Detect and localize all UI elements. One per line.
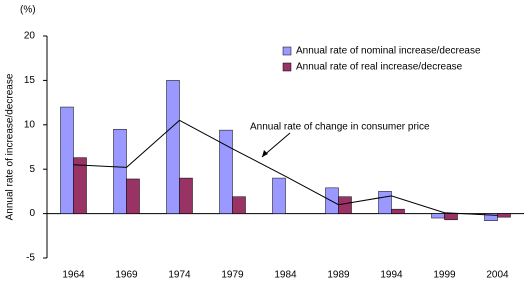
bar — [497, 213, 511, 218]
y-tick-label: 5 — [29, 164, 35, 175]
bar — [272, 177, 286, 214]
arrow-head — [262, 150, 268, 157]
x-tick-label: 1969 — [115, 270, 138, 281]
bar — [378, 191, 392, 214]
y-tick-label: 0 — [29, 208, 35, 219]
bar — [113, 128, 127, 214]
legend-label: Annual rate of nominal increase/decrease — [296, 46, 481, 57]
x-tick-label: 1994 — [380, 270, 403, 281]
legend-label: Annual rate of real increase/decrease — [296, 62, 463, 73]
bar — [179, 177, 193, 214]
x-tick-label: 1989 — [327, 270, 350, 281]
bar — [391, 208, 405, 214]
y-tick-label: 20 — [24, 31, 36, 42]
x-tick-label: 1979 — [221, 270, 244, 281]
legend-swatch — [282, 62, 292, 72]
bar — [73, 157, 87, 214]
y-unit: (%) — [20, 5, 36, 16]
bar — [166, 80, 180, 214]
bar — [232, 196, 246, 214]
bar — [126, 178, 140, 214]
legend-swatch — [282, 46, 292, 56]
x-tick-label: 1964 — [62, 270, 85, 281]
x-tick-label: 1984 — [274, 270, 297, 281]
line-annotation: Annual rate of change in consumer price — [250, 122, 430, 133]
y-tick-label: 10 — [24, 119, 36, 130]
x-tick-label: 1974 — [168, 270, 191, 281]
x-tick-label: 1999 — [433, 270, 456, 281]
line — [73, 119, 498, 216]
bar — [60, 106, 74, 214]
bar — [338, 196, 352, 214]
x-tick-label: 2004 — [486, 270, 509, 281]
y-axis-title: Annual rate of increase/decrease — [5, 73, 16, 220]
bar — [444, 213, 458, 221]
y-tick-label: 15 — [24, 75, 36, 86]
bar — [219, 129, 233, 214]
bar — [431, 213, 445, 219]
y-tick-label: -5 — [26, 253, 35, 264]
